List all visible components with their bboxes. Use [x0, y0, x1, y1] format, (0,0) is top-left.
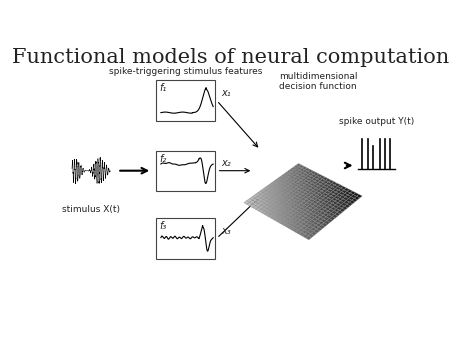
Bar: [156, 80, 215, 121]
Text: f₂: f₂: [160, 154, 167, 164]
Text: Functional models of neural computation: Functional models of neural computation: [12, 48, 449, 67]
Text: stimulus X(t): stimulus X(t): [62, 204, 120, 214]
Text: x₃: x₃: [221, 226, 231, 236]
Bar: [156, 218, 215, 259]
Text: f₁: f₁: [160, 83, 167, 93]
Text: spike-triggering stimulus features: spike-triggering stimulus features: [108, 67, 262, 76]
Text: f₃: f₃: [160, 221, 167, 231]
Text: x₁: x₁: [221, 88, 231, 98]
Text: x₂: x₂: [221, 158, 231, 168]
Text: spike output Y(t): spike output Y(t): [338, 117, 414, 126]
Text: multidimensional
decision function: multidimensional decision function: [279, 72, 358, 91]
Bar: [156, 150, 215, 191]
